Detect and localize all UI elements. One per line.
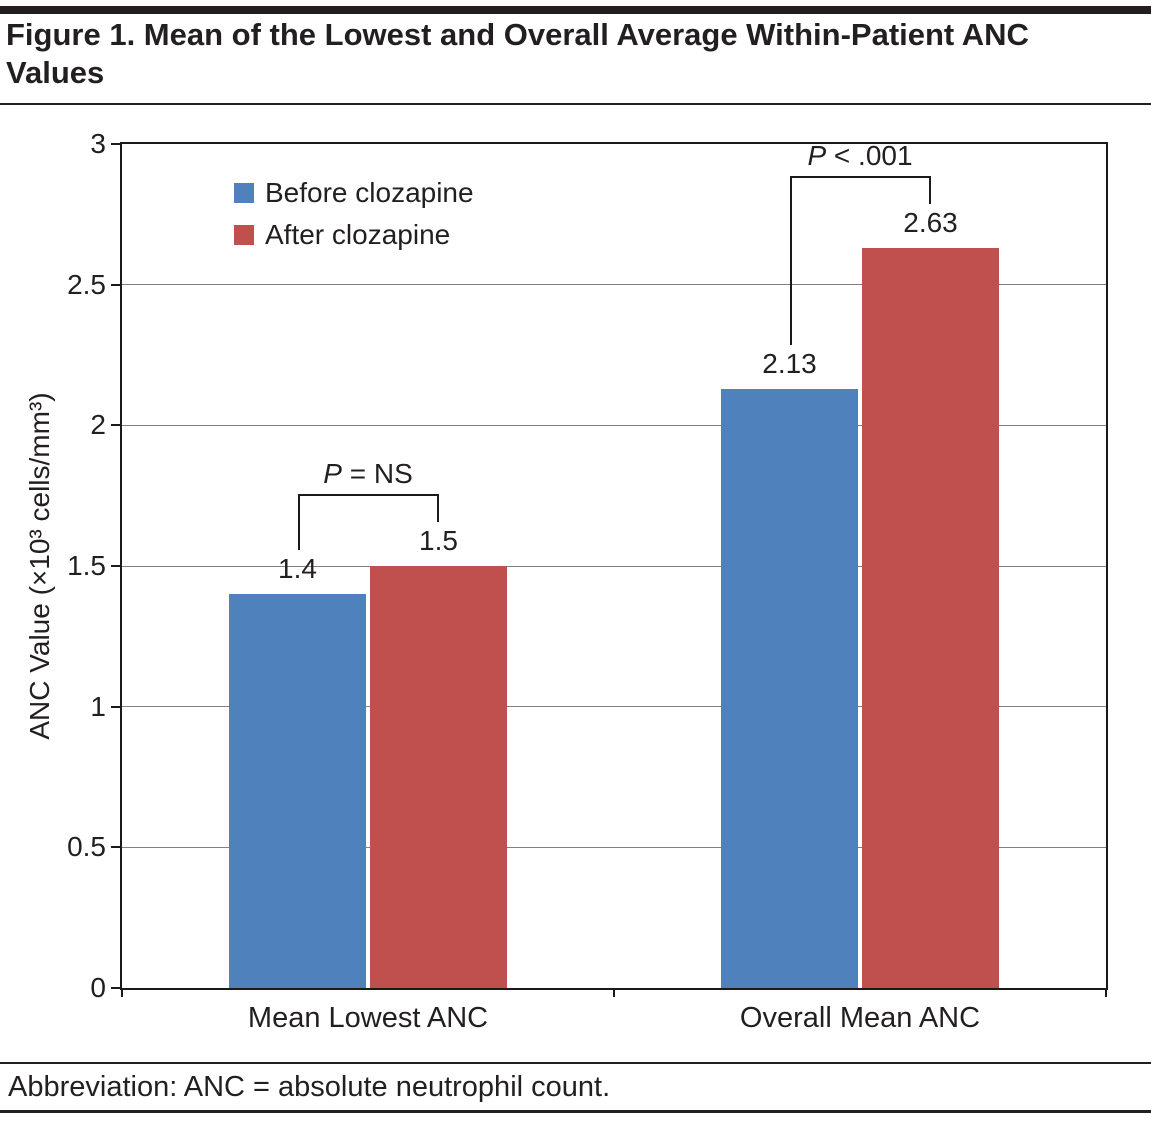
gridline: [122, 284, 1106, 286]
figure-title: Figure 1. Mean of the Lowest and Overall…: [6, 17, 1029, 90]
title-divider: [0, 103, 1151, 105]
x-axis-tick: [613, 988, 615, 997]
gridline: [122, 846, 1106, 848]
y-axis-tick-label: 1.5: [67, 550, 106, 581]
legend: Before clozapine After clozapine: [234, 172, 474, 256]
bar-after-clozapine-mean-lowest-anc: [370, 566, 507, 988]
top-rule: [0, 6, 1151, 14]
bar-value-label: 1.4: [278, 553, 317, 585]
legend-label: After clozapine: [265, 219, 451, 250]
bar-value-label: 2.63: [903, 207, 958, 239]
p-bracket-right: [928, 176, 931, 205]
p-bracket-left: [789, 176, 792, 345]
y-axis-tick-label: 2: [90, 409, 106, 441]
figure-footnote: Abbreviation: ANC = absolute neutrophil …: [8, 1071, 611, 1103]
p-symbol: P: [323, 458, 342, 489]
legend-swatch-before-clozapine: [234, 183, 254, 203]
y-axis-tick-label: 0: [90, 972, 106, 1003]
x-axis-category-label: Mean Lowest ANC: [247, 1002, 489, 1034]
gridline: [122, 565, 1106, 567]
footnote-divider: [0, 1062, 1151, 1064]
y-axis-tick: [111, 424, 120, 427]
legend-item-after-clozapine: After clozapine: [234, 214, 474, 256]
bar-before-clozapine-mean-lowest-anc: [229, 594, 366, 988]
x-axis-tick: [121, 988, 123, 997]
y-axis-tick: [111, 705, 120, 708]
gridline: [122, 424, 1106, 426]
p-bracket-left: [297, 494, 300, 551]
y-axis-tick: [111, 283, 120, 286]
bar-value-label: 2.13: [762, 347, 817, 379]
legend-item-before-clozapine: Before clozapine: [234, 172, 474, 214]
bar-after-clozapine-overall-mean-anc: [862, 248, 999, 988]
bar-before-clozapine-overall-mean-anc: [721, 388, 858, 988]
plot-area: 0 0.5 1 1.5 2 2.5 3 Mean Lowest ANC 1.4 1.5 Overal…: [67, 130, 1108, 1034]
x-axis-tick: [1105, 988, 1107, 997]
p-bracket-horizontal: [297, 494, 439, 496]
p-bracket-horizontal: [789, 176, 931, 179]
y-axis-tick-label: 1: [90, 690, 106, 722]
x-axis-category-label: Overall Mean ANC: [739, 1002, 981, 1034]
y-axis-tick-label: 2.5: [67, 268, 106, 300]
gridline: [122, 706, 1106, 708]
y-axis-tick: [111, 565, 120, 567]
p-bracket-right: [436, 494, 439, 522]
p-value-label: P < .001: [807, 140, 912, 172]
p-text: = NS: [341, 458, 413, 489]
legend-label: Before clozapine: [265, 177, 474, 208]
legend-swatch-after-clozapine: [234, 225, 254, 245]
bottom-rule: [0, 1110, 1151, 1113]
p-symbol: P: [807, 140, 827, 172]
y-axis-tick: [111, 987, 120, 989]
p-value-label: P = NS: [323, 458, 413, 490]
p-text: < .001: [826, 140, 913, 172]
bar-value-label: 1.5: [419, 525, 458, 556]
y-axis-tick-label: 3: [90, 128, 106, 159]
y-axis-tick-label: 0.5: [67, 831, 106, 863]
y-axis-tick: [111, 846, 120, 849]
y-axis-tick: [111, 143, 120, 145]
